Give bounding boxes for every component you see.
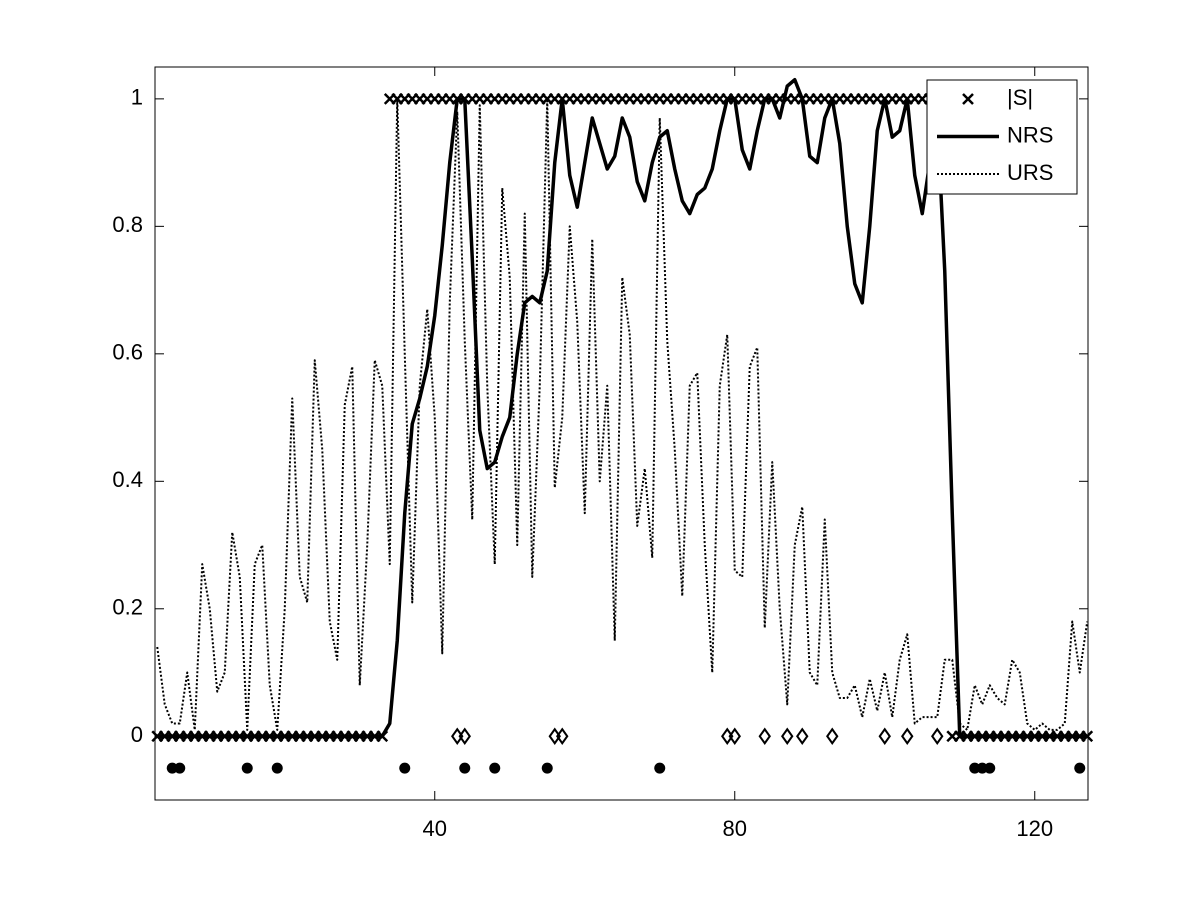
- point-marker: [654, 762, 666, 774]
- y-tick-label: 0.8: [112, 212, 143, 237]
- y-tick-label: 0.4: [112, 467, 143, 492]
- point-marker: [826, 727, 839, 745]
- point-marker: [271, 762, 283, 774]
- legend-label: NRS: [1007, 122, 1053, 147]
- point-marker: [1074, 762, 1086, 774]
- point-marker: [781, 727, 794, 745]
- point-marker: [541, 762, 553, 774]
- x-tick-label: 120: [1016, 816, 1053, 841]
- point-marker: [796, 727, 809, 745]
- point-marker: [399, 762, 411, 774]
- y-tick-label: 0.6: [112, 340, 143, 365]
- point-marker: [556, 727, 569, 745]
- point-marker: [931, 727, 944, 745]
- legend-swatch: [962, 93, 974, 105]
- point-marker: [901, 727, 914, 745]
- point-marker: [728, 727, 741, 745]
- point-marker: [241, 762, 253, 774]
- series-line: [156, 97, 1089, 731]
- point-marker: [174, 762, 186, 774]
- y-tick-label: 0: [131, 722, 143, 747]
- y-tick-label: 0.2: [112, 595, 143, 620]
- point-marker: [458, 727, 471, 745]
- point-marker: [489, 762, 501, 774]
- point-marker: [758, 727, 771, 745]
- point-marker: [984, 762, 996, 774]
- legend-label: URS: [1007, 160, 1053, 185]
- point-marker: [459, 762, 471, 774]
- x-tick-label: 40: [423, 816, 447, 841]
- legend-label: |S|: [1007, 85, 1033, 110]
- x-tick-label: 80: [723, 816, 747, 841]
- y-tick-label: 1: [131, 85, 143, 110]
- point-marker: [878, 727, 891, 745]
